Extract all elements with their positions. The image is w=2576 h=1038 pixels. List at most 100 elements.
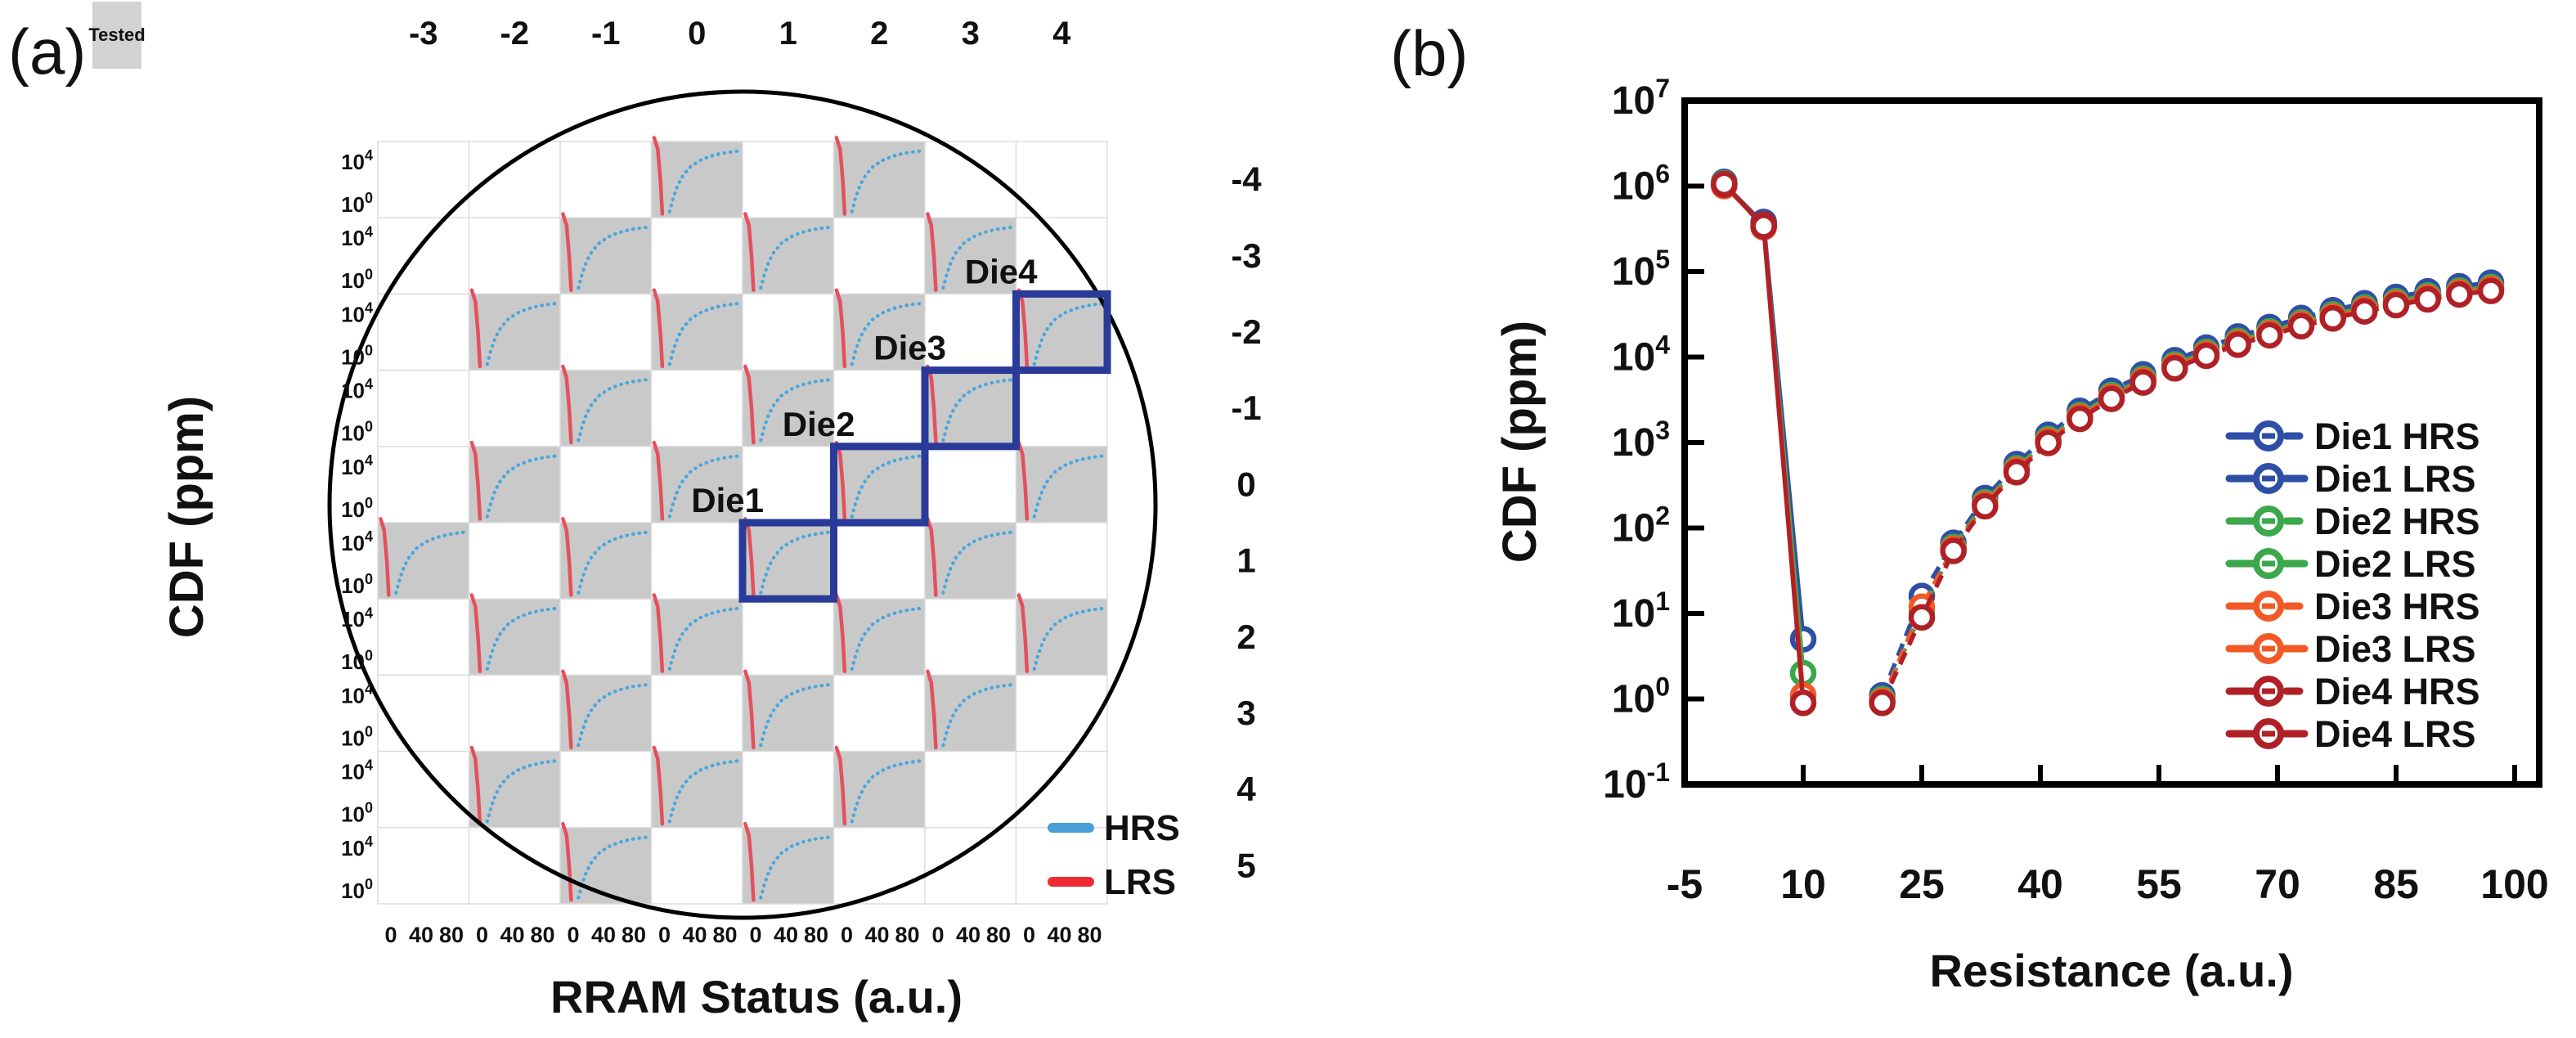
cell-x-tick-label: 0 — [658, 923, 671, 947]
mini-lrs-curve — [561, 517, 573, 597]
cell-y-tick-label: 104 — [341, 147, 373, 174]
panel-a-y-axis-title: CDF (ppm) — [160, 396, 213, 638]
mini-hrs-curve — [850, 453, 927, 519]
mini-lrs-curve — [834, 593, 847, 673]
wafer-cell-tested — [650, 598, 743, 676]
mini-hrs-curve — [667, 606, 745, 672]
wafer-cell — [742, 141, 835, 218]
wafer-cell — [377, 598, 470, 676]
wafer-cell — [1015, 674, 1108, 753]
wafer-cell-tested — [924, 369, 1017, 447]
cell-y-tick-label: 100 — [341, 495, 373, 522]
mini-lrs-curve — [561, 212, 573, 292]
series-marker-die4-hrs — [2319, 304, 2346, 332]
wafer-cell — [559, 598, 653, 676]
y-axis-tick-label: 102 — [1612, 501, 1670, 550]
wafer-cell — [924, 446, 1017, 523]
cell-y-tick-label: 100 — [341, 419, 373, 446]
wafer-cell-tested — [468, 598, 561, 676]
wafer-row-label: 3 — [1236, 694, 1255, 732]
series-marker-die4-hrs — [2446, 281, 2473, 308]
wafer-cell-tested — [468, 750, 561, 829]
y-axis-tick-label: 104 — [1612, 330, 1670, 379]
cell-x-tick-label: 80 — [804, 923, 828, 947]
wafer-cell — [832, 827, 926, 905]
wafer-cell — [559, 293, 653, 371]
cell-x-tick-label: 40 — [409, 923, 433, 947]
cell-x-tick-label: 80 — [530, 923, 554, 947]
mini-hrs-curve — [1032, 606, 1110, 672]
mini-lrs-curve — [561, 364, 573, 445]
wafer-cell — [742, 598, 835, 676]
cell-x-tick-label: 0 — [931, 923, 944, 947]
series-marker-die4-hrs — [2067, 405, 2094, 433]
series-marker-die4-hrs — [2192, 342, 2220, 370]
wafer-cell — [468, 827, 561, 905]
mini-hrs-curve — [485, 453, 563, 519]
wafer-cell — [650, 827, 743, 905]
wafer-row-label: -1 — [1231, 389, 1261, 427]
wafer-cell — [377, 750, 470, 829]
mini-hrs-curve — [850, 301, 927, 366]
wafer-cell-tested — [832, 141, 926, 218]
wafer-col-label: -1 — [591, 16, 621, 52]
cell-x-tick-label: 0 — [749, 923, 761, 947]
x-axis-tick-label: 25 — [1899, 861, 1945, 907]
mini-lrs-curve — [379, 517, 391, 597]
legend-die3-lrs-label: Die3 LRS — [2314, 628, 2476, 670]
mini-lrs-curve — [469, 745, 482, 826]
cell-y-tick-label: 100 — [341, 190, 373, 217]
cell-y-tick-label: 100 — [341, 342, 373, 369]
die-box-die4 — [1012, 290, 1111, 375]
y-axis-tick-label: 103 — [1612, 416, 1670, 465]
legend-die1-lrs-label: Die1 LRS — [2314, 458, 2476, 500]
mini-hrs-curve — [759, 530, 836, 595]
series-marker-die4-hrs — [2414, 285, 2441, 313]
panel-b-letter: (b) — [1390, 17, 1468, 89]
wafer-cell — [832, 674, 926, 753]
cell-x-tick-label: 40 — [956, 923, 981, 947]
wafer-row-label: 4 — [1236, 770, 1256, 808]
y-axis-tick-label: 100 — [1612, 672, 1670, 721]
tested-chip-label: Tested — [88, 25, 145, 45]
wafer-cell-tested — [650, 141, 743, 218]
mini-hrs-curve — [941, 530, 1018, 595]
wafer-cell — [650, 674, 743, 753]
die-label-die3: Die3 — [873, 329, 946, 367]
wafer-cell — [377, 369, 470, 447]
wafer-cell-tested — [650, 293, 743, 371]
panel-b: 107 106 105 104 103 102 101 100 10-1 -5 10 25 40 55 70… — [1603, 74, 2549, 907]
mini-lrs-curve — [652, 288, 665, 369]
mini-hrs-curve — [850, 758, 927, 824]
series-marker-die4-hrs — [2287, 312, 2315, 340]
mini-hrs-curve — [850, 606, 927, 672]
wafer-cell — [559, 446, 653, 523]
x-axis-tick-label: 40 — [2017, 861, 2063, 907]
wafer-cell — [650, 522, 743, 600]
mini-hrs-curve — [577, 834, 653, 900]
wafer-cell-tested — [559, 369, 653, 447]
wafer-cell — [924, 598, 1017, 676]
wafer-cell-tested — [1015, 598, 1108, 676]
wafer-cell-tested — [650, 446, 743, 523]
wafer-cell-tested — [650, 750, 743, 829]
mini-hrs-curve — [941, 377, 1018, 443]
wafer-row-label: -4 — [1231, 160, 1262, 199]
mini-lrs-curve — [1016, 593, 1030, 673]
wafer-cell — [742, 750, 835, 829]
wafer-col-label: 4 — [1052, 16, 1071, 52]
mini-lrs-curve — [561, 669, 573, 750]
mini-hrs-curve — [485, 606, 563, 672]
series-marker-die4-hrs — [2351, 298, 2378, 325]
legend-die3-hrs-label: Die3 HRS — [2314, 586, 2480, 627]
wafer-cell — [559, 750, 653, 829]
mini-hrs-curve — [485, 301, 563, 366]
mini-lrs-curve — [743, 669, 756, 750]
mini-hrs-curve — [1032, 301, 1110, 366]
wafer-cell — [924, 141, 1017, 218]
wafer-cell — [468, 522, 561, 600]
wafer-row-label: -2 — [1231, 312, 1261, 351]
wafer-cell-tested — [742, 369, 835, 447]
y-axis-tick-label: 107 — [1612, 74, 1670, 123]
legend-die4-hrs-label: Die4 HRS — [2314, 671, 2480, 712]
